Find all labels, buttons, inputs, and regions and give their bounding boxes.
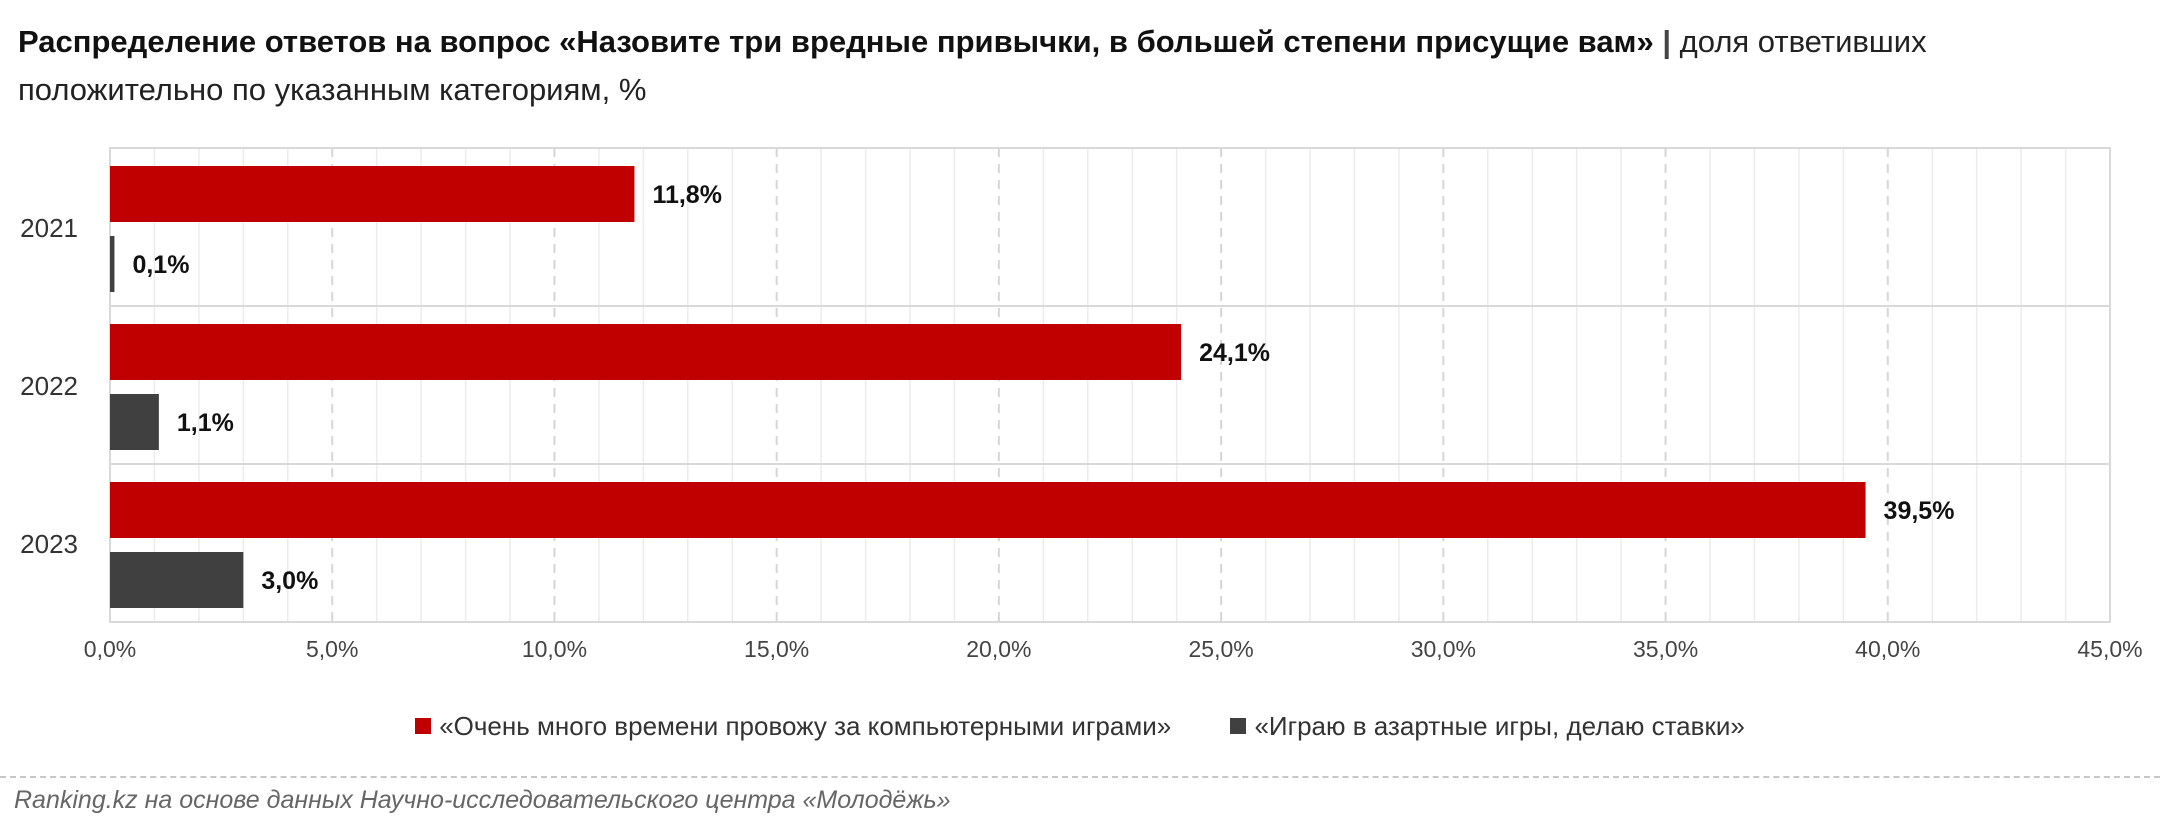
bar-gambling-2021	[110, 236, 115, 292]
legend-swatch-games	[415, 718, 432, 734]
source-note: Ranking.kz на основе данных Научно-иссле…	[14, 786, 951, 814]
x-tick-label: 10,0%	[522, 636, 587, 662]
x-tick-label: 25,0%	[1189, 636, 1254, 662]
y-tick-label-2022: 2022	[20, 371, 78, 401]
footer-divider	[0, 776, 2160, 778]
x-tick-label: 40,0%	[1855, 636, 1920, 662]
x-tick-label: 20,0%	[966, 636, 1031, 662]
chart-legend: «Очень много времени провожу за компьюте…	[0, 710, 2160, 742]
y-tick-label-2021: 2021	[20, 213, 78, 243]
x-tick-label: 45,0%	[2077, 636, 2142, 662]
chart-title-main: Распределение ответов на вопрос «Назовит…	[18, 24, 1654, 59]
data-label-games-2022: 24,1%	[1199, 339, 1270, 367]
x-tick-label: 30,0%	[1411, 636, 1476, 662]
bar-games-2022	[110, 324, 1182, 380]
data-label-games-2023: 39,5%	[1884, 497, 1955, 525]
legend-swatch-gambling	[1230, 718, 1247, 734]
chart-subtitle: доля ответивших положительно по указанны…	[18, 24, 1927, 107]
legend-label-games: «Очень много времени провожу за компьюте…	[439, 710, 1172, 741]
bar-games-2021	[110, 166, 635, 222]
bar-chart: 11,8% 0,1% 2021 24,1% 1,1% 2022 39,5% 3,0% 2023 0…	[20, 147, 2143, 662]
x-tick-label: 15,0%	[744, 636, 809, 662]
bar-gambling-2023	[110, 552, 244, 608]
x-tick-label: 35,0%	[1633, 636, 1698, 662]
legend-label-gambling: «Играю в азартные игры, делаю ставки»	[1254, 710, 1745, 741]
legend-item-gambling: «Играю в азартные игры, делаю ставки»	[1230, 710, 1745, 742]
title-separator: |	[1662, 24, 1672, 59]
legend-item-games: «Очень много времени провожу за компьюте…	[415, 711, 1171, 742]
chart-title: Распределение ответов на вопрос «Назовит…	[18, 18, 2118, 114]
data-label-gambling-2022: 1,1%	[177, 409, 234, 437]
x-tick-label: 0,0%	[84, 636, 136, 662]
data-label-gambling-2023: 3,0%	[261, 567, 318, 595]
plot-frame	[109, 147, 2111, 623]
bar-games-2023	[110, 482, 1866, 538]
y-tick-label-2023: 2023	[20, 529, 78, 559]
x-tick-label: 5,0%	[306, 636, 358, 662]
data-label-gambling-2021: 0,1%	[132, 251, 189, 279]
bar-gambling-2022	[110, 394, 159, 450]
data-label-games-2021: 11,8%	[652, 181, 722, 209]
